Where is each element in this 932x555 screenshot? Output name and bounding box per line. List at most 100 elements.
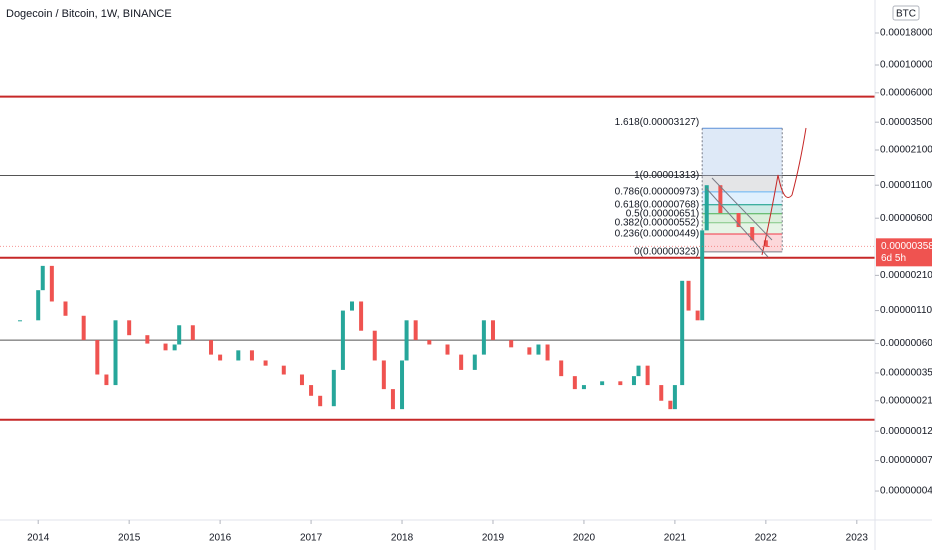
candle bbox=[236, 350, 241, 361]
candle bbox=[49, 265, 54, 302]
candle bbox=[490, 320, 495, 341]
y-tick-label: 0.00002100 bbox=[880, 145, 932, 156]
candle bbox=[618, 381, 623, 386]
y-tick-label: 0.00000110 bbox=[880, 305, 932, 316]
candle bbox=[459, 354, 464, 370]
candle bbox=[718, 185, 723, 214]
candle bbox=[636, 365, 641, 377]
candle bbox=[680, 280, 685, 386]
candle bbox=[172, 344, 177, 351]
price-tag-label: 0.00000358 bbox=[881, 241, 932, 252]
candle bbox=[659, 385, 664, 401]
x-tick-label: 2015 bbox=[118, 533, 141, 544]
y-tick-label: 0.00000060 bbox=[880, 338, 932, 349]
candle bbox=[359, 301, 364, 331]
currency-box bbox=[892, 5, 920, 21]
y-tick-label: 0.00010000 bbox=[880, 60, 932, 71]
candle bbox=[472, 354, 477, 370]
candle bbox=[559, 360, 564, 377]
x-tick-label: 2021 bbox=[664, 533, 687, 544]
candle bbox=[581, 385, 586, 390]
candle bbox=[750, 227, 755, 241]
x-tick-label: 2016 bbox=[209, 533, 232, 544]
y-tick-label: 0.00000600 bbox=[880, 213, 932, 224]
fib-fills bbox=[702, 128, 783, 252]
candle bbox=[427, 340, 432, 345]
candle bbox=[631, 376, 636, 386]
candle bbox=[695, 310, 700, 321]
y-tick-label: 0.00018000 bbox=[880, 28, 932, 39]
candle bbox=[340, 310, 345, 370]
candle bbox=[704, 185, 709, 231]
candle bbox=[281, 365, 286, 375]
y-tick-label: 0.00000210 bbox=[880, 270, 932, 281]
candle bbox=[40, 265, 45, 291]
candle bbox=[736, 213, 741, 228]
candle bbox=[765, 246, 770, 248]
candle bbox=[509, 340, 514, 348]
y-tick-label: 0.00001100 bbox=[880, 180, 932, 191]
candle bbox=[331, 369, 336, 407]
x-tick-label: 2020 bbox=[573, 533, 596, 544]
fib-label: 1(0.00001313) bbox=[634, 170, 699, 181]
fib-label: 1.618(0.00003127) bbox=[615, 117, 700, 128]
candle bbox=[263, 360, 268, 366]
fib-label: 0.618(0.00000768) bbox=[615, 199, 700, 210]
candle bbox=[81, 315, 86, 341]
candle bbox=[536, 344, 541, 355]
candle bbox=[95, 340, 100, 375]
candle bbox=[445, 344, 450, 355]
candle bbox=[36, 290, 41, 321]
candle bbox=[350, 301, 355, 311]
candle bbox=[249, 350, 254, 361]
candle bbox=[63, 301, 68, 316]
countdown: 6d 5h bbox=[881, 253, 906, 264]
candle bbox=[404, 320, 409, 361]
candle bbox=[672, 385, 677, 410]
fib-band bbox=[702, 191, 783, 205]
fib-band bbox=[702, 213, 783, 223]
candle bbox=[668, 400, 673, 410]
x-tick-label: 2017 bbox=[300, 533, 323, 544]
candle bbox=[527, 347, 532, 355]
wedge-line bbox=[705, 187, 769, 258]
y-tick-label: 0.00000021 bbox=[880, 395, 932, 406]
fib-label: 0.382(0.00000552) bbox=[615, 217, 700, 228]
candle bbox=[572, 376, 577, 390]
candle bbox=[600, 381, 605, 386]
candle bbox=[763, 240, 768, 247]
candle bbox=[381, 360, 386, 390]
candle bbox=[209, 340, 214, 355]
fib-band bbox=[702, 128, 783, 176]
candle bbox=[372, 330, 377, 361]
candle bbox=[400, 360, 405, 410]
fib-label: 0.786(0.00000973) bbox=[615, 187, 700, 198]
candle bbox=[218, 354, 223, 361]
candle bbox=[318, 395, 323, 407]
candle bbox=[113, 320, 118, 386]
wedge-line bbox=[711, 177, 773, 241]
y-tick-label: 0.00003500 bbox=[880, 117, 932, 128]
y-tick-label: 0.00000007 bbox=[880, 455, 932, 466]
candle bbox=[299, 374, 304, 386]
fib-label: 0(0.00000323) bbox=[634, 247, 699, 258]
candle bbox=[700, 230, 705, 321]
fib-band bbox=[702, 233, 783, 252]
y-tick-label: 0.00000012 bbox=[880, 426, 932, 437]
y-tick-label: 0.00000035 bbox=[880, 368, 932, 379]
y-tick-label: 0.00006000 bbox=[880, 87, 932, 98]
x-tick-label: 2022 bbox=[755, 533, 778, 544]
candle bbox=[545, 344, 550, 361]
fib-band bbox=[702, 175, 783, 192]
price-tag bbox=[876, 238, 932, 267]
candle bbox=[481, 320, 486, 355]
candle bbox=[18, 320, 23, 322]
fib-label: 0.236(0.00000449) bbox=[615, 229, 700, 240]
x-tick-label: 2019 bbox=[482, 533, 505, 544]
x-tick-label: 2023 bbox=[846, 533, 869, 544]
candle bbox=[177, 325, 182, 345]
candle bbox=[645, 365, 650, 386]
currency: BTC bbox=[896, 9, 916, 20]
